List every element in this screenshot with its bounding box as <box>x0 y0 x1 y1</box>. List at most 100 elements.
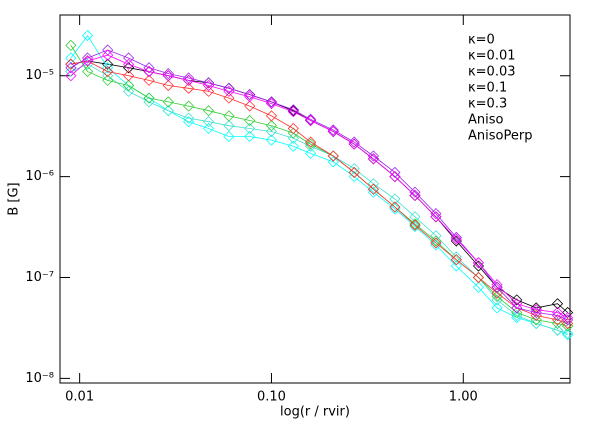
diamond-marker <box>287 132 299 144</box>
diamond-marker <box>287 106 299 118</box>
legend-entry: κ=0.1 <box>468 81 507 96</box>
diamond-marker <box>430 208 442 220</box>
diamond-marker <box>244 122 256 135</box>
legend-entry: Aniso <box>468 113 504 128</box>
diamond-marker <box>102 49 114 61</box>
diamond-marker <box>348 136 360 148</box>
y-tick-label: 10⁻⁶ <box>25 169 54 184</box>
diamond-marker <box>162 68 174 80</box>
diamond-marker <box>244 130 256 143</box>
series-line <box>70 54 568 318</box>
diamond-marker <box>305 147 317 159</box>
diamond-marker <box>511 312 523 324</box>
diamond-marker <box>327 125 339 138</box>
x-tick-label: 0.01 <box>65 390 94 405</box>
diamond-marker <box>202 85 215 97</box>
diamond-marker <box>511 306 523 319</box>
diamond-marker <box>305 136 317 148</box>
diamond-marker <box>389 201 401 213</box>
diamond-marker <box>82 30 94 42</box>
diamond-marker <box>530 314 542 326</box>
diamond-marker <box>327 150 339 162</box>
diamond-marker <box>202 77 215 89</box>
diamond-marker <box>143 62 155 74</box>
diamond-marker <box>82 65 94 78</box>
legend-entry: AnisoPerp <box>468 129 532 144</box>
y-tick-label: 10⁻⁸ <box>25 371 54 386</box>
legend-entry: κ=0.3 <box>468 97 507 112</box>
diamond-marker <box>430 235 442 247</box>
diamond-marker <box>123 85 135 97</box>
diamond-marker <box>562 320 574 332</box>
diamond-marker <box>183 112 195 124</box>
diamond-marker <box>430 211 442 223</box>
legend-entry: κ=0.03 <box>468 65 516 80</box>
diamond-marker <box>348 163 360 175</box>
legend-entry: κ=0 <box>468 33 495 48</box>
diamond-marker <box>450 233 462 245</box>
diamond-marker <box>65 52 77 64</box>
diamond-marker <box>65 65 77 78</box>
diamond-marker <box>223 110 235 122</box>
diamond-marker <box>265 110 278 122</box>
diamond-marker <box>511 302 523 314</box>
diamond-marker <box>65 58 77 70</box>
diamond-marker <box>327 156 339 168</box>
diamond-marker <box>65 39 77 51</box>
y-tick-label: 10⁻⁵ <box>25 68 54 83</box>
y-axis-label: B [G] <box>7 182 22 215</box>
diamond-marker <box>183 72 195 84</box>
diamond-marker <box>244 89 256 101</box>
diamond-marker <box>511 298 523 310</box>
diamond-marker <box>102 62 114 74</box>
diamond-marker <box>409 220 421 233</box>
diamond-marker <box>123 52 135 64</box>
diamond-marker <box>265 125 278 138</box>
diamond-marker <box>82 55 94 67</box>
diamond-marker <box>183 82 195 94</box>
legend-entry: κ=0.01 <box>468 49 516 64</box>
y-tick-label: 10⁻⁷ <box>25 270 54 285</box>
diamond-marker <box>265 120 278 132</box>
diamond-marker <box>202 79 215 92</box>
diamond-marker <box>305 113 317 125</box>
diamond-marker <box>472 271 485 284</box>
diamond-marker <box>367 153 379 165</box>
x-axis-label: log(r / rvir) <box>280 405 350 420</box>
diamond-marker <box>491 302 503 314</box>
diamond-marker <box>409 186 421 198</box>
diamond-marker <box>123 70 135 82</box>
diamond-marker <box>287 122 299 135</box>
diamond-marker <box>143 74 155 86</box>
diamond-marker <box>409 189 421 202</box>
diamond-marker <box>162 70 174 82</box>
diamond-marker <box>202 122 215 135</box>
diamond-marker <box>409 211 421 223</box>
diamond-marker <box>123 58 135 70</box>
diamond-marker <box>450 260 462 272</box>
diamond-marker <box>491 287 503 299</box>
diamond-marker <box>305 138 317 150</box>
diamond-marker <box>491 279 503 291</box>
diamond-marker <box>430 237 442 249</box>
diamond-marker <box>327 124 339 136</box>
diamond-marker <box>348 138 360 150</box>
diamond-marker <box>472 257 485 269</box>
diamond-marker <box>162 79 174 92</box>
diamond-marker <box>348 166 360 179</box>
diamond-marker <box>305 114 317 127</box>
diamond-marker <box>367 183 379 195</box>
diamond-marker <box>65 62 77 74</box>
diamond-marker <box>202 116 215 128</box>
x-tick-label: 0.10 <box>257 390 286 405</box>
diamond-marker <box>287 140 299 152</box>
diamond-marker <box>102 65 114 78</box>
diamond-marker <box>389 193 401 205</box>
diamond-marker <box>102 74 114 86</box>
diamond-marker <box>551 298 564 310</box>
diamond-marker <box>265 134 278 146</box>
series-line <box>70 60 568 324</box>
diamond-marker <box>162 105 174 117</box>
diamond-marker <box>287 104 299 116</box>
